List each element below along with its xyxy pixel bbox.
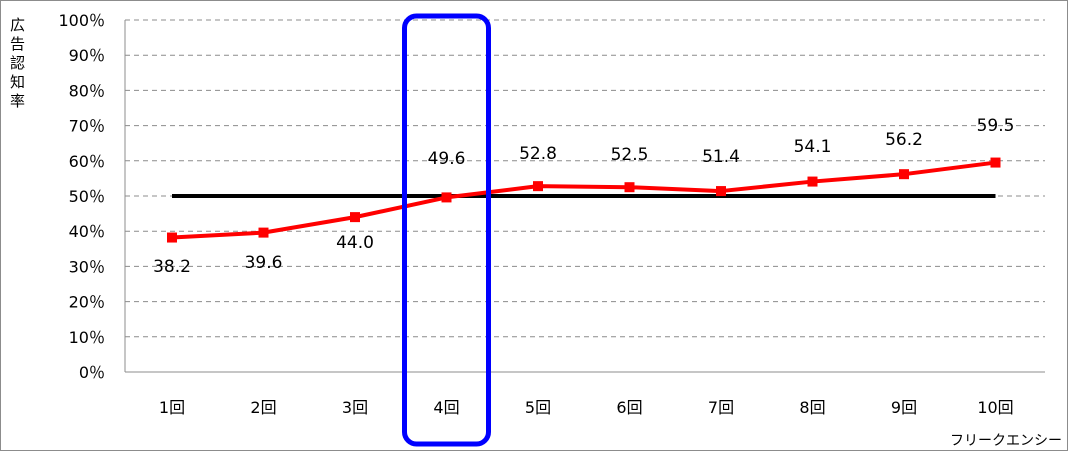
x-tick-label: 10回 [977, 398, 1013, 417]
y-axis-label-char: 知 [10, 73, 26, 91]
y-tick-label: 20％ [69, 293, 105, 312]
data-point [167, 232, 177, 243]
data-label: 59.5 [977, 116, 1015, 136]
x-axis-label: フリークエンシー [950, 433, 1062, 449]
data-point [441, 192, 452, 203]
data-label: 39.6 [245, 253, 283, 273]
data-label: 52.5 [611, 145, 649, 165]
data-point [350, 212, 360, 223]
x-tick-label: 2回 [250, 398, 276, 417]
data-label: 44.0 [336, 233, 374, 253]
y-tick-label: 30％ [69, 257, 105, 276]
y-tick-label: 40％ [69, 222, 105, 241]
data-point [716, 186, 726, 197]
data-label: 54.1 [794, 137, 832, 157]
y-tick-label: 70％ [69, 117, 105, 136]
y-axis-label-char: 広 [10, 16, 26, 34]
data-point [533, 181, 543, 192]
data-point [624, 182, 635, 193]
x-tick-label: 6回 [616, 398, 642, 417]
y-tick-label: 0％ [79, 363, 105, 382]
data-label: 38.2 [153, 257, 191, 277]
data-point [899, 169, 909, 180]
series-line [171, 160, 996, 240]
y-tick-label: 10％ [69, 328, 105, 347]
x-tick-label: 4回 [433, 398, 459, 417]
x-tick-label: 3回 [342, 398, 368, 417]
y-tick-label: 80％ [69, 81, 105, 100]
y-axis-label-char: 率 [10, 92, 26, 110]
data-label: 56.2 [885, 130, 923, 150]
data-label: 51.4 [702, 147, 740, 167]
y-tick-label: 90％ [69, 46, 105, 65]
y-tick-label: 50％ [69, 187, 105, 206]
y-axis-label-char: 告 [10, 35, 26, 53]
highlight-box [402, 13, 491, 447]
data-point [258, 227, 269, 238]
x-tick-label: 5回 [525, 398, 551, 417]
x-tick-label: 1回 [159, 398, 185, 417]
y-tick-label: 100％ [58, 11, 105, 30]
data-point [807, 176, 818, 187]
y-tick-label: 60％ [69, 152, 105, 171]
x-tick-label: 9回 [891, 398, 917, 417]
data-point [990, 157, 1001, 168]
x-tick-label: 7回 [708, 398, 734, 417]
data-label: 52.8 [519, 144, 557, 164]
y-axis-label-char: 認 [10, 54, 26, 72]
data-label: 49.6 [428, 149, 466, 169]
x-tick-label: 8回 [799, 398, 825, 417]
